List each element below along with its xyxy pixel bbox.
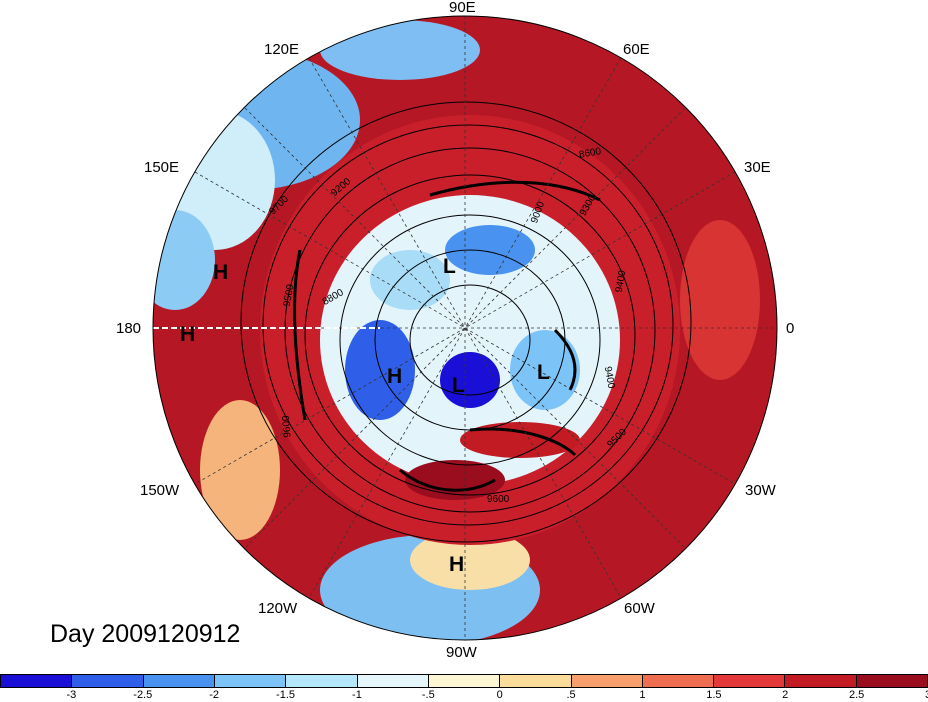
low-pressure-label: L [537,361,550,384]
cap-blue-5 [370,250,450,310]
colorbar-swatch [72,675,144,687]
contour [262,124,674,526]
light-patch-s [410,530,530,590]
contour [339,214,601,466]
contour [304,174,636,496]
colorbar-swatch [357,675,429,687]
lon-label-120w: 120W [258,600,298,617]
lon-label-60w: 60W [624,600,655,617]
blue-patch-w [153,210,215,310]
colorbar-tick-label: 1.5 [706,689,722,701]
meridian [308,57,622,599]
colorbar-tick-label: 3 [925,689,928,701]
low-pressure-label: L [443,255,456,278]
high-pressure-label: H [180,323,196,346]
colorbar-swatch [428,675,501,687]
low-pressure-label: L [452,374,465,397]
colorbar-tick-label: 0 [496,689,503,701]
lon-label-0: 0 [786,320,795,337]
colorbar-swatch [856,675,928,687]
jet-contour [293,249,307,421]
orange-patch-e [680,220,760,380]
colorbar-tick-label: -.5 [421,689,435,701]
jet-contour [429,180,601,202]
colorbar-swatch [286,675,358,687]
lon-label-30w: 30W [745,482,776,499]
colorbar-tick-label: -2.5 [133,689,153,701]
jet-contour [399,468,496,492]
meridian [244,107,686,549]
colorbar-tick-label: 1 [639,689,646,701]
contour-label: 9600 [280,414,294,439]
jet-contour [469,427,577,457]
colorbar-tick-label: 2.5 [848,689,865,701]
colorbar-swatch [1,675,73,687]
colorbar-swatch [785,675,857,687]
contour [284,147,656,513]
colorbar-tick-label: .5 [566,689,576,701]
high-pressure-label: H [213,261,229,284]
cap-blue-4 [510,330,580,410]
lon-label-60e: 60E [623,41,650,58]
cap-blue-3 [445,225,535,275]
lon-label-120e: 120E [264,41,300,58]
meridian [308,57,622,599]
colorbar-labels: -3 -2.5 -2 -1.5 -1 -.5 0 .5 1 1.5 2 2.5 3 [0,689,928,702]
colorbar-tick-label: -1 [352,689,362,701]
meridian [194,171,736,485]
lon-label-90e: 90E [449,0,476,16]
colorbar-swatch [500,675,572,687]
polar-map [152,15,778,641]
colorbar-swatch [714,675,786,687]
cap-red-1 [460,422,580,458]
jet-contour [553,328,577,391]
colorbar-tick-label: 2 [782,689,789,701]
colorbar-swatch [143,675,215,687]
colorbar-swatch [642,675,715,687]
contour [409,284,531,396]
meridian [194,171,736,485]
lon-label-90w: 90W [446,644,477,661]
lon-label-150w: 150W [140,482,180,499]
colorbar [0,674,928,688]
high-pressure-label: H [387,365,403,388]
lon-label-30e: 30E [744,159,771,176]
cap-blue-2 [440,352,500,408]
contour-label: 9600 [487,494,510,505]
contour [240,101,692,543]
high-pressure-label: H [449,553,465,576]
meridian [244,107,686,549]
colorbar-swatch [214,675,287,687]
light-patch-sw [200,400,280,540]
plot-title: Day 2009120912 [50,620,241,648]
blue-patch-top [320,20,480,80]
colorbar-tick-label: -3 [66,689,77,701]
colorbar-tick-label: -1.5 [276,689,296,701]
colorbar-tick-label: -2 [209,689,220,701]
lon-label-150e: 150E [144,159,180,176]
colorbar-swatch [571,675,643,687]
lon-label-180: 180 [116,320,142,337]
map-border [152,15,778,641]
